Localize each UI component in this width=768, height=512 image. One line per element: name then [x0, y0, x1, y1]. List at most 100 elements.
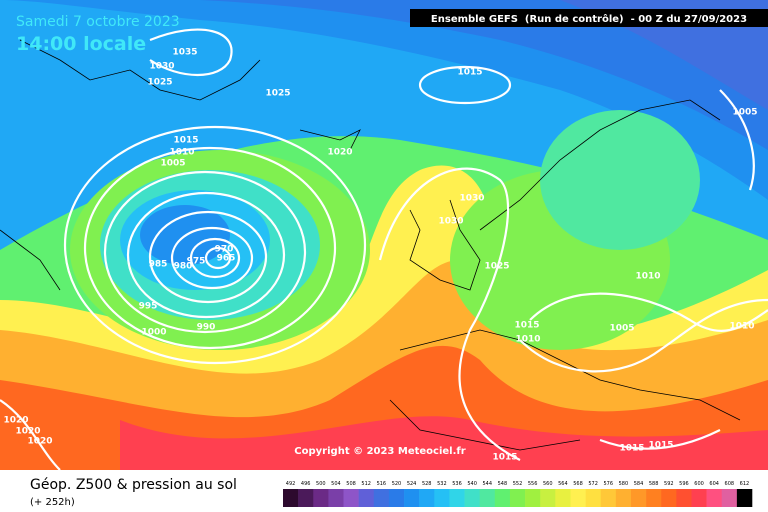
coastline: [479, 99, 721, 231]
colorbar-swatch: [343, 489, 359, 507]
isobar-label: 1015: [457, 68, 482, 78]
isobar-label: 1015: [492, 453, 517, 463]
isobar-label: 1000: [141, 328, 166, 338]
colorbar-label: 580: [619, 481, 629, 487]
isobar-label: 1020: [327, 148, 352, 158]
colorbar-label: 560: [543, 481, 553, 487]
copyright: Copyright © 2023 Meteociel.fr: [294, 446, 465, 457]
isobar-label: 1030: [438, 217, 463, 227]
isobar-label: 1030: [459, 194, 484, 204]
isobar: [83, 146, 337, 350]
colorbar-swatch: [676, 489, 692, 507]
colorbar-swatch: [328, 489, 344, 507]
colorbar-swatch: [570, 489, 586, 507]
colorbar-swatch: [404, 489, 420, 507]
isobar: [529, 292, 768, 332]
colorbar-label: 512: [361, 481, 371, 487]
colorbar-swatch: [449, 489, 465, 507]
isobar-label: 1010: [635, 272, 660, 282]
isobar-label: 1020: [27, 437, 52, 447]
isobar-label: 1005: [160, 159, 185, 169]
colorbar-label: 516: [377, 481, 387, 487]
colorbar-swatch: [358, 489, 375, 507]
isobar-label: 1005: [732, 108, 757, 118]
colorbar-label: 572: [588, 481, 598, 487]
colorbar-label: 596: [679, 481, 689, 487]
colorbar-label: 552: [513, 481, 523, 487]
isobar: [149, 28, 233, 77]
colorbar-label: 536: [452, 481, 462, 487]
isobar-label: 1015: [173, 136, 198, 146]
band: [540, 110, 700, 250]
colorbar-swatch: [434, 489, 450, 507]
isobar: [63, 125, 367, 365]
isobar-label: 1025: [484, 262, 509, 272]
band: [200, 0, 768, 150]
isobar-label: 965: [217, 254, 236, 264]
colorbar-label: 524: [407, 481, 417, 487]
colorbar-swatch: [646, 489, 662, 507]
isobars: [0, 28, 768, 470]
isobar-label: 1025: [265, 89, 290, 99]
colorbar-swatch: [721, 489, 738, 507]
legend-lead: (+ 252h): [30, 497, 75, 508]
colorbar-label: 500: [316, 481, 326, 487]
legend-title: Géop. Z500 & pression au sol: [30, 477, 237, 493]
band: [120, 416, 768, 470]
isobar-label: 1005: [609, 324, 634, 334]
colorbar-swatch: [615, 489, 632, 507]
isobar: [378, 167, 521, 461]
isobar-label: 980: [174, 262, 193, 272]
colorbar-swatch: [464, 489, 480, 507]
isobar-label: 1010: [729, 322, 754, 332]
colorbar-label: 600: [694, 481, 704, 487]
colorbar-swatch: [555, 489, 571, 507]
colorbar-swatch: [479, 489, 496, 507]
colorbar-swatch: [525, 489, 541, 507]
colorbar-label: 584: [634, 481, 644, 487]
colorbar-swatch: [388, 489, 405, 507]
isobar: [418, 65, 512, 105]
coastline: [0, 229, 61, 291]
coastline: [399, 329, 741, 421]
colorbar-label: 564: [558, 481, 568, 487]
colorbar-swatch: [509, 489, 526, 507]
colorbar-label: 556: [528, 481, 538, 487]
isobar: [719, 89, 755, 191]
isobar-label: 1020: [15, 427, 40, 437]
colorbar-label: 592: [664, 481, 674, 487]
colorbar-swatch: [600, 489, 617, 507]
colorbar-label: 604: [709, 481, 719, 487]
colorbar-swatch: [585, 489, 602, 507]
coastline: [299, 129, 361, 151]
colorbar-label: 588: [649, 481, 659, 487]
isobar: [0, 399, 61, 470]
colorbar-label: 508: [346, 481, 356, 487]
isobar-label: 985: [149, 260, 168, 270]
coastline: [409, 199, 481, 291]
isobar: [204, 246, 232, 270]
colorbar: 492 496 500 504 508 512 516 520 524 528 532 536 540 5…: [283, 481, 753, 507]
isobar: [519, 298, 768, 373]
colorbar-swatch: [706, 489, 723, 507]
colorbar-swatch: [630, 489, 647, 507]
map-time: 14:00 locale: [16, 33, 146, 55]
colorbar-swatch: [298, 489, 314, 507]
colorbar-swatch: [661, 489, 677, 507]
isobar-label: 1020: [3, 416, 28, 426]
colorbar-label: 520: [392, 481, 402, 487]
colorbar-label: 608: [725, 481, 735, 487]
colorbar-swatch: [419, 489, 435, 507]
isobar: [148, 210, 268, 304]
colorbar-swatch: [691, 489, 707, 507]
isobar-label: 1015: [619, 444, 644, 454]
colorbar-swatch: [540, 489, 556, 507]
isobar-label: 975: [187, 257, 206, 267]
isobar-label: 1030: [149, 62, 174, 72]
colorbar-label: 540: [467, 481, 477, 487]
isobar: [126, 191, 286, 319]
isobar-label: 1010: [515, 335, 540, 345]
coastlines: [0, 39, 741, 451]
